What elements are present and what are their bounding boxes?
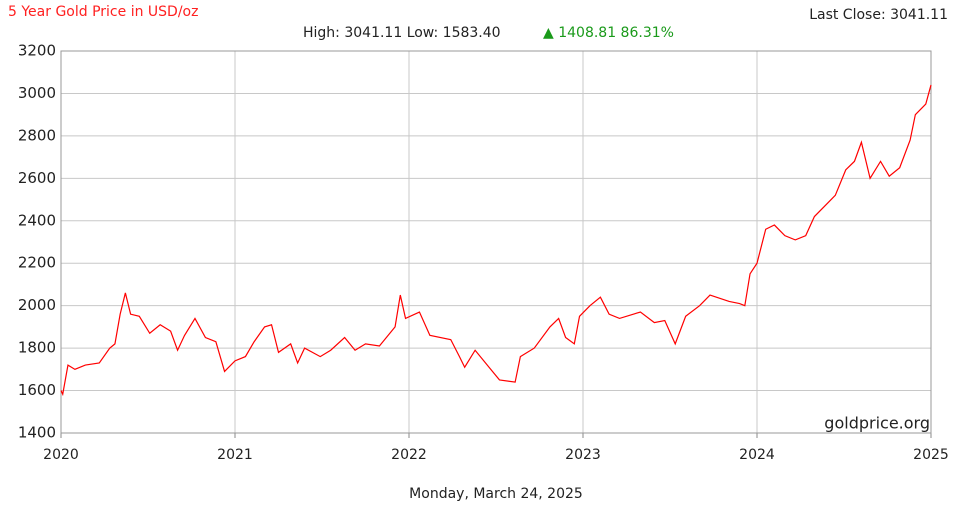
y-tick-label: 2600 (18, 169, 56, 187)
y-tick-label: 3200 (18, 42, 56, 60)
y-tick-label: 1600 (18, 381, 56, 399)
date: Monday, March 24, 2025 (409, 486, 583, 502)
chart-title: 5 Year Gold Price in USD/oz (8, 4, 198, 20)
x-tick-label: 2020 (43, 447, 79, 463)
watermark: goldprice.org (824, 414, 930, 433)
plot-border (60, 50, 932, 434)
x-tick-label: 2024 (739, 447, 775, 463)
y-tick-label: 1400 (18, 424, 56, 442)
y-tick-label: 2800 (18, 126, 56, 144)
price-line (60, 84, 932, 397)
x-tick-label: 2023 (565, 447, 601, 463)
x-tick-label: 2021 (217, 447, 253, 463)
y-tick-label: 2200 (18, 254, 56, 272)
change: ▲ 1408.81 86.31% (543, 25, 674, 41)
y-tick-label: 3000 (18, 84, 56, 102)
last-close: Last Close: 3041.11 (809, 7, 948, 23)
y-tick-label: 2400 (18, 211, 56, 229)
x-tick-label: 2022 (391, 447, 427, 463)
x-tick-label: 2025 (913, 447, 949, 463)
stats: High: 3041.11 Low: 1583.40 (303, 25, 501, 41)
y-tick-label: 2000 (18, 296, 56, 314)
y-tick-label: 1800 (18, 339, 56, 357)
